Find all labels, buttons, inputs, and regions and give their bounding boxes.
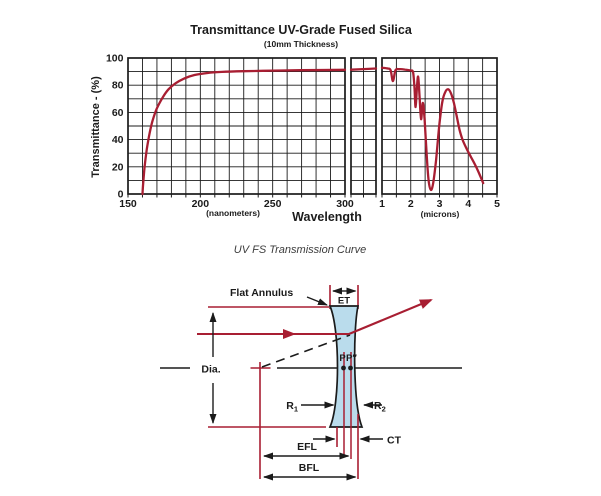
diverging-ray bbox=[348, 299, 433, 335]
incident-ray-arrowhead bbox=[283, 329, 296, 339]
panel-border bbox=[381, 57, 498, 195]
p-label: P bbox=[339, 353, 346, 364]
biconcave-lens bbox=[328, 305, 364, 428]
x-tick-label: 300 bbox=[336, 198, 354, 210]
efl-label: EFL bbox=[297, 441, 317, 453]
ct-label: CT bbox=[387, 435, 402, 447]
x-tick-label: 250 bbox=[264, 198, 282, 210]
x-axis-unit-microns: (microns) bbox=[421, 209, 460, 219]
x-tick-label: 200 bbox=[192, 198, 210, 210]
x-tick-label: 4 bbox=[465, 198, 471, 210]
x-axis-label: Wavelength bbox=[292, 210, 362, 224]
y-tick-label: 80 bbox=[112, 80, 124, 92]
transmittance-chart: 150 200 250 300 1 2 3 4 5 0 20 40 60 80 100 bbox=[106, 53, 500, 211]
chart-title: Transmittance UV-Grade Fused Silica bbox=[190, 23, 413, 37]
x-tick-label: 3 bbox=[437, 198, 443, 210]
y-tick-label: 100 bbox=[106, 53, 124, 65]
y-tick-label: 60 bbox=[112, 107, 124, 119]
bfl-label: BFL bbox=[299, 462, 320, 474]
transmission-curve bbox=[349, 67, 378, 71]
y-tick-label: 40 bbox=[112, 134, 124, 146]
principal-point-p2 bbox=[348, 365, 353, 371]
virtual-ray-dashed-line bbox=[261, 334, 351, 368]
x-tick-label: 2 bbox=[408, 198, 414, 210]
lens-diagram: Flat Annulus ET Dia. P P″ R1 R2 CT EFL B… bbox=[160, 285, 462, 481]
flat-annulus-label: Flat Annulus bbox=[230, 287, 293, 299]
y-axis-label: Transmittance - (%) bbox=[90, 76, 102, 178]
p-doubleprime-label: P″ bbox=[346, 353, 357, 364]
y-tick-label: 20 bbox=[112, 161, 124, 173]
x-tick-label: 150 bbox=[119, 198, 137, 210]
panel-border bbox=[350, 57, 377, 195]
et-label: ET bbox=[338, 296, 350, 307]
x-axis-unit-nanometers: (nanometers) bbox=[206, 208, 260, 218]
chart-subtitle: (10mm Thickness) bbox=[264, 39, 338, 49]
y-tick-label: 0 bbox=[118, 189, 124, 201]
transmission-curve bbox=[141, 68, 347, 196]
diameter-label: Dia. bbox=[201, 364, 220, 376]
figure-caption: UV FS Transmission Curve bbox=[234, 244, 366, 256]
transmission-curve bbox=[380, 66, 485, 192]
x-tick-label: 1 bbox=[379, 198, 385, 210]
r1-label: R1 bbox=[286, 400, 298, 414]
principal-point-p bbox=[341, 365, 346, 371]
x-tick-label: 5 bbox=[494, 198, 500, 210]
panel-border bbox=[127, 57, 346, 195]
flat-annulus-pointer bbox=[306, 296, 328, 306]
r2-label: R2 bbox=[374, 400, 386, 414]
